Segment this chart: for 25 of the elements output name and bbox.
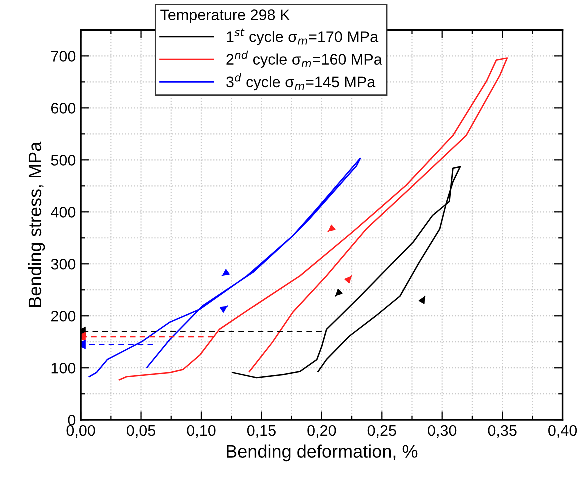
x-tick-label: 0,10 [187,425,216,438]
y-tick-label: 700 [51,51,76,62]
y-tick-label: 200 [51,310,76,322]
x-tick-label: 0,40 [548,425,578,438]
line-series [232,166,462,379]
x-tick-label: 0,25 [368,425,396,438]
y-tick-label: 300 [51,258,76,270]
x-tick-label: 0,00 [66,425,96,438]
legend-label: 1$^{st}$ cycle σ$_{m}$=170 MPa [227,28,379,46]
line-series [88,158,362,378]
y-tick-label: 100 [52,362,76,374]
x-tick-label: 0,30 [428,425,457,438]
y-tick-label: 400 [51,207,76,218]
y-tick-label: 0 [68,414,76,426]
x-tick-label: 0,20 [308,425,336,438]
legend-label: 3$^{d}$ cycle σ$_{m}$=145 MPa [226,73,376,91]
legend-title: Temperature 298 K [160,10,290,24]
x-axis-title: Bending deformation, % [227,444,418,462]
y-tick-label: 600 [51,103,76,114]
x-tick-label: 0,35 [488,425,517,438]
x-tick-label: 0,15 [247,425,276,438]
x-tick-label: 0,05 [127,425,156,438]
legend-label: 2$^{nd}$ cycle σ$_{m}$=160 MPa [226,50,382,68]
y-axis-title: Bending stress, MPa [28,142,46,307]
y-tick-label: 500 [51,155,76,166]
